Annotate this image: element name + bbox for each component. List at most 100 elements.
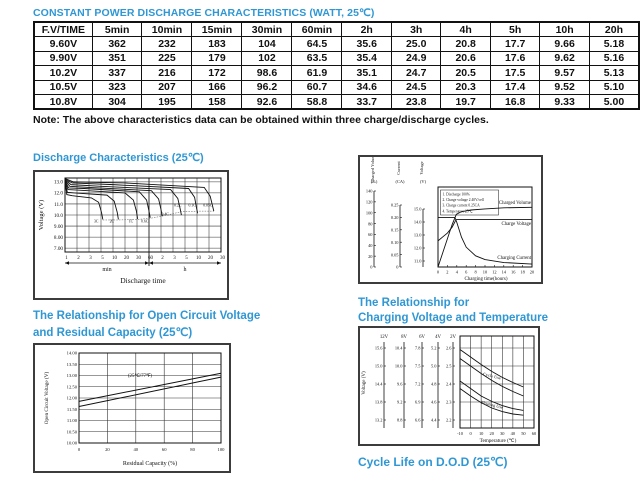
svg-text:60: 60 [532,431,537,436]
table-cell: 24.9 [390,50,442,66]
charging-chart: Charged Volume (%) 140 120 100 80 60 40 20 0 Curre… [358,155,543,284]
svg-text:20: 20 [368,254,373,259]
svg-text:Residual Capacity (%): Residual Capacity (%) [123,460,177,467]
svg-text:3: 3 [173,256,176,261]
svg-text:9.00: 9.00 [54,224,63,230]
svg-text:13.50: 13.50 [67,362,78,367]
svg-text:140: 140 [366,189,373,194]
table-cell: 17.7 [489,36,541,52]
table-cell: 9.62 [539,50,590,66]
table-cell: 35.4 [341,50,392,66]
svg-text:6V: 6V [419,335,425,340]
svg-text:30: 30 [500,431,505,436]
svg-text:2.3: 2.3 [446,400,452,405]
temp-chart-title-line2: Charging Voltage and Temperature [358,312,548,324]
svg-text:20: 20 [105,447,110,452]
svg-text:4. Temperature 25℃: 4. Temperature 25℃ [443,209,474,213]
table-header-cell: 4h [440,21,491,37]
table-header-cell: 20h [588,21,640,37]
table-row: 10.5V 323 207 166 96.2 60.7 34.6 24.5 20.3 17.4 9.… [33,79,640,95]
svg-text:80: 80 [190,447,195,452]
svg-text:7.00: 7.00 [54,246,63,252]
svg-text:12V: 12V [380,335,389,340]
svg-text:12.50: 12.50 [67,384,78,389]
svg-text:4V: 4V [435,335,441,340]
svg-text:0: 0 [78,447,81,452]
svg-text:5.0: 5.0 [431,364,437,369]
svg-text:2V: 2V [450,335,456,340]
svg-text:7.8: 7.8 [415,346,421,351]
svg-text:5: 5 [101,256,104,261]
table-cell: 158 [191,94,243,110]
table-header-cell: 30min [241,21,293,37]
table-cell: 9.66 [539,36,590,52]
svg-text:20: 20 [490,431,495,436]
table-row: 10.8V 304 195 158 92.6 58.8 33.7 23.8 19.7 16.8 9.… [33,94,640,110]
table-header-cell: 5h [489,21,541,37]
svg-text:10.0: 10.0 [54,213,63,219]
table-cell: 9.33 [539,94,590,110]
table-cell: 10.5V [33,79,93,95]
table-row: 10.2V 337 216 172 98.6 61.9 35.1 24.7 20.5 17.5 9.… [33,65,640,81]
svg-text:Voltage (V): Voltage (V) [38,200,45,230]
svg-text:13.0: 13.0 [414,233,422,238]
svg-text:0.05C: 0.05C [203,204,213,208]
svg-text:50: 50 [521,431,526,436]
table-cell: 33.7 [341,94,392,110]
svg-text:2.5: 2.5 [446,364,452,369]
table-cell: 23.8 [390,94,442,110]
svg-text:0.15: 0.15 [391,228,399,233]
svg-text:8.00: 8.00 [54,235,63,241]
discharge-chart: 13.0 12.0 11.0 10.0 9.00 8.00 7.00 1 2 3 5 10 20 30 60… [33,170,229,300]
svg-text:1. Discharge 100%: 1. Discharge 100% [443,193,470,197]
cycle-life-caption: Cycle Life on D.O.D (25℃) [358,455,508,469]
note-text: Note: The above characteristics data can… [33,114,489,126]
svg-text:60: 60 [148,256,154,261]
svg-text:Voltage (V): Voltage (V) [362,371,367,395]
table-cell: 17.4 [489,79,541,95]
svg-text:Charging Current: Charging Current [497,256,531,261]
svg-text:40: 40 [134,447,139,452]
svg-text:(V): (V) [420,179,427,184]
table-cell: 16.8 [489,94,541,110]
table-cell: 10.2V [33,65,93,81]
table-cell: 96.2 [241,79,293,95]
svg-text:2C: 2C [110,220,115,224]
svg-text:(25℃/77℉): (25℃/77℉) [128,373,152,379]
svg-text:15.6: 15.6 [375,346,383,351]
svg-text:0.20: 0.20 [391,215,399,220]
table-header-cell: 10min [141,21,193,37]
svg-text:4: 4 [456,270,459,275]
table-cell: 304 [91,94,143,110]
table-cell: 9.57 [539,65,590,81]
svg-text:10.4: 10.4 [395,346,403,351]
svg-text:Current: Current [396,161,401,175]
table-cell: 63.5 [291,50,343,66]
table-cell: 58.8 [291,94,343,110]
svg-text:10: 10 [196,256,202,261]
svg-text:4.6: 4.6 [431,400,437,405]
svg-text:60: 60 [368,232,373,237]
temp-chart-svg: 12V 15.6 15.0 14.4 13.8 13.2 8V 10.4 10.0 9.6 9.2 8… [362,335,537,444]
table-cell: 19.7 [440,94,491,110]
svg-text:7.2: 7.2 [415,382,421,387]
table-cell: 35.1 [341,65,392,81]
table-cell: 60.7 [291,79,343,95]
table-cell: 9.60V [33,36,93,52]
table-cell: 104 [241,36,293,52]
table-cell: 20.3 [440,79,491,95]
svg-text:8V: 8V [401,335,407,340]
table-cell: 351 [91,50,143,66]
svg-text:10: 10 [112,256,118,261]
svg-text:2.2: 2.2 [446,418,452,423]
svg-text:2. Charge voltage 2.40V/cell: 2. Charge voltage 2.40V/cell [443,198,484,202]
svg-text:120: 120 [366,200,373,205]
table-cell: 232 [141,36,193,52]
svg-text:20: 20 [530,270,535,275]
table-cell: 172 [191,65,243,81]
svg-text:2: 2 [446,270,448,275]
svg-text:1: 1 [65,256,68,261]
svg-text:6: 6 [465,270,468,275]
svg-text:Cycle Use: Cycle Use [483,371,502,380]
